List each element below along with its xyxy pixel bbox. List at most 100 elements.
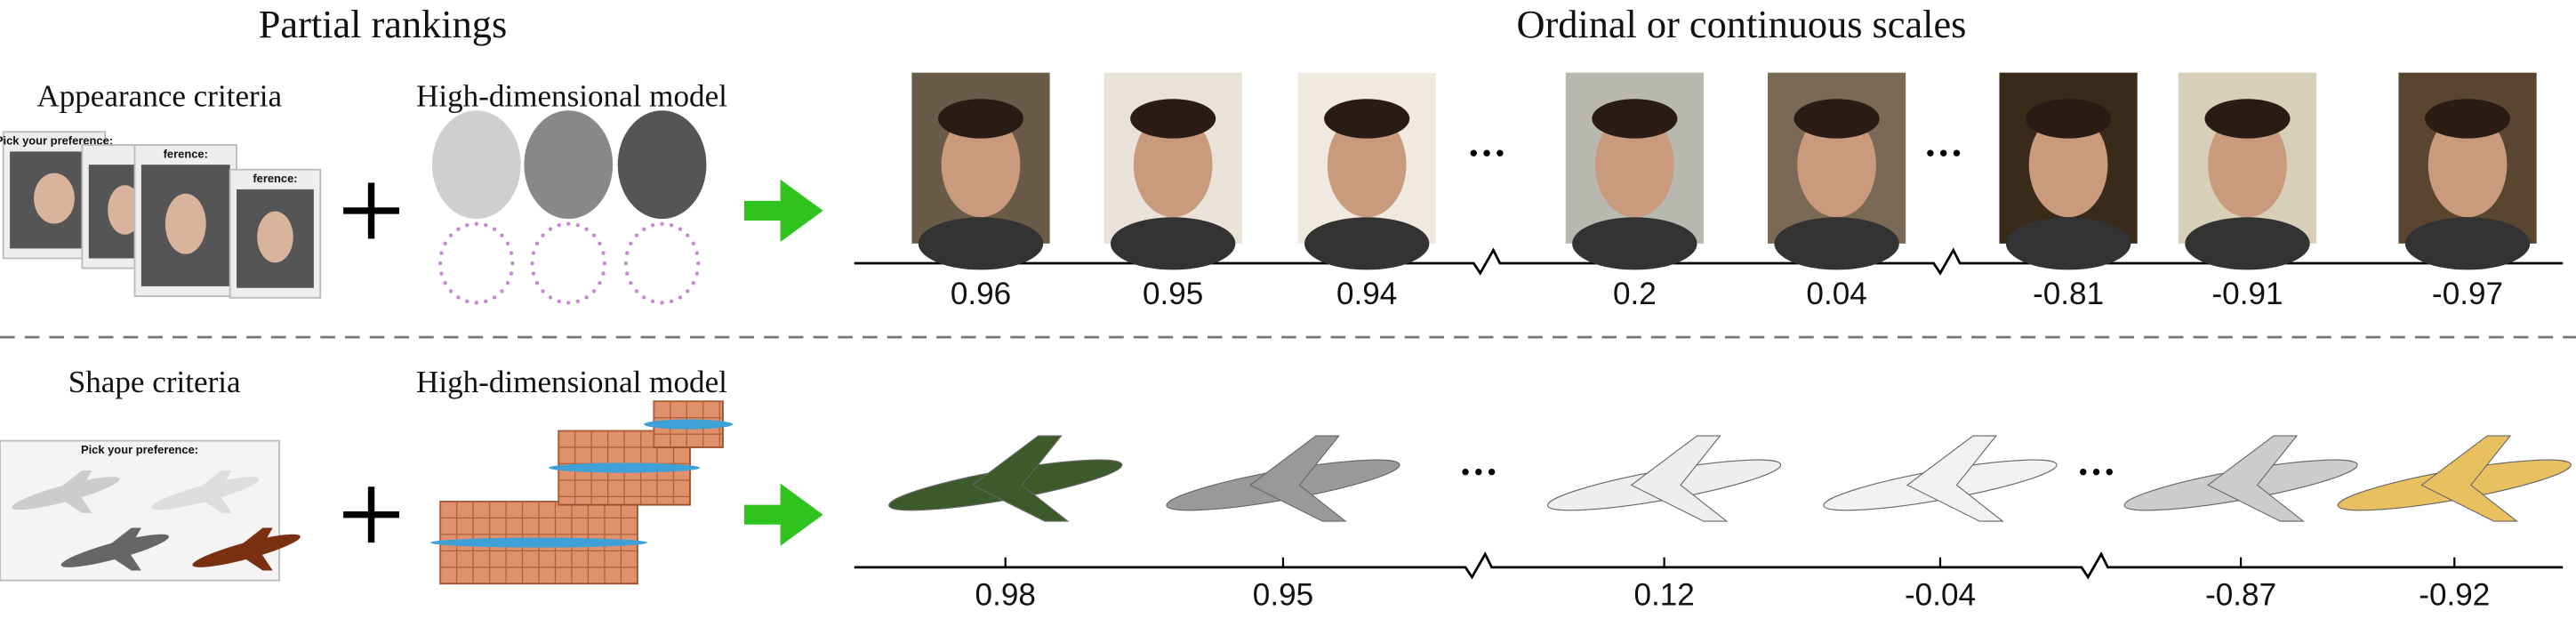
ellipsis-dot — [1475, 468, 1482, 476]
landmark — [650, 222, 655, 228]
scale-label: 0.94 — [1336, 277, 1397, 311]
landmark — [634, 289, 639, 293]
face-mask — [617, 110, 707, 220]
plus-sign — [343, 486, 399, 543]
scale-line — [854, 551, 2564, 580]
photo-face — [257, 211, 293, 263]
landmark — [584, 227, 589, 231]
ellipsis-dot — [1939, 149, 1947, 157]
landmark — [456, 295, 461, 300]
arrow — [743, 483, 823, 546]
scale-label: -0.91 — [2211, 277, 2283, 311]
landmark — [448, 289, 453, 293]
scale-label: -0.04 — [1905, 577, 1976, 612]
ellipsis-dot — [2080, 468, 2087, 476]
shirt — [2185, 217, 2310, 270]
landmark — [566, 301, 571, 305]
hair — [1592, 99, 1678, 139]
landmark — [531, 251, 536, 255]
landmark — [634, 233, 639, 237]
landmark — [474, 221, 479, 226]
landmark — [625, 251, 630, 255]
ui-text: ference: — [164, 148, 208, 161]
shirt — [918, 217, 1044, 270]
landmark — [575, 222, 580, 228]
landmark — [678, 227, 683, 231]
plane-wing — [1906, 435, 2004, 522]
landmark — [492, 295, 497, 300]
scale-line — [854, 247, 2564, 276]
landmark — [650, 299, 655, 304]
landmark — [601, 271, 606, 276]
landmark — [534, 241, 540, 246]
face — [1327, 112, 1407, 218]
landmark — [575, 299, 580, 304]
landmark — [509, 251, 514, 255]
landmark — [694, 251, 700, 255]
plane-wing — [52, 470, 92, 513]
criteria-label: Shape criteria — [68, 365, 241, 399]
face — [1133, 112, 1213, 218]
scale-label: -0.97 — [2432, 277, 2503, 311]
scale-label: 0.12 — [1633, 577, 1694, 612]
right-title: Ordinal or continuous scales — [1516, 2, 1966, 46]
arrow — [743, 179, 823, 243]
landmark — [557, 222, 561, 228]
ellipsis-dot — [2106, 468, 2113, 476]
landmark — [530, 261, 534, 266]
scale-label: 0.96 — [951, 277, 1011, 311]
hair — [2026, 99, 2112, 139]
landmark — [505, 280, 510, 285]
photo-face — [165, 193, 206, 254]
ellipsis-dot — [1953, 149, 1961, 157]
model-plane — [430, 537, 647, 548]
face — [2208, 112, 2287, 218]
model-label: High-dimensional model — [416, 365, 727, 399]
landmark — [602, 261, 607, 266]
ellipsis-dot — [2092, 468, 2100, 476]
shirt — [2404, 217, 2531, 270]
landmark — [474, 301, 479, 305]
shirt — [2005, 217, 2131, 270]
plane-wing — [2420, 435, 2519, 522]
landmark — [500, 233, 504, 237]
plus-sign — [343, 182, 399, 239]
ellipsis-dot — [1488, 468, 1496, 476]
face — [2428, 112, 2508, 218]
landmark — [541, 233, 545, 237]
landmark — [691, 241, 695, 246]
face — [1797, 112, 1876, 218]
landmark — [534, 280, 540, 285]
scale-label: 0.2 — [1613, 277, 1657, 311]
landmark — [443, 280, 447, 285]
scale-label: -0.87 — [2205, 577, 2276, 612]
landmark — [660, 221, 664, 226]
landmark — [531, 271, 536, 276]
landmark — [465, 222, 469, 228]
hair — [1324, 99, 1410, 139]
landmark — [669, 299, 674, 304]
hair — [2425, 99, 2511, 139]
hair — [937, 99, 1024, 139]
shirt — [1110, 217, 1236, 270]
landmark — [696, 261, 701, 266]
plane-wing — [1248, 435, 1347, 522]
ui-text: Pick your preference: — [81, 443, 198, 456]
left-title: Partial rankings — [259, 2, 507, 46]
face — [1594, 112, 1674, 218]
ui-text: Pick your preference: — [0, 134, 113, 148]
landmark — [465, 299, 469, 304]
landmark — [456, 227, 461, 231]
model-label: High-dimensional model — [416, 78, 727, 113]
face — [2028, 112, 2108, 218]
model-plane — [644, 419, 734, 430]
landmark — [591, 233, 597, 237]
plane-wing — [233, 527, 273, 571]
landmark — [439, 271, 444, 276]
plane-wing — [2207, 435, 2305, 522]
landmark — [598, 280, 602, 285]
ellipsis-dot — [1470, 149, 1477, 157]
scale-label: -0.92 — [2419, 577, 2490, 612]
